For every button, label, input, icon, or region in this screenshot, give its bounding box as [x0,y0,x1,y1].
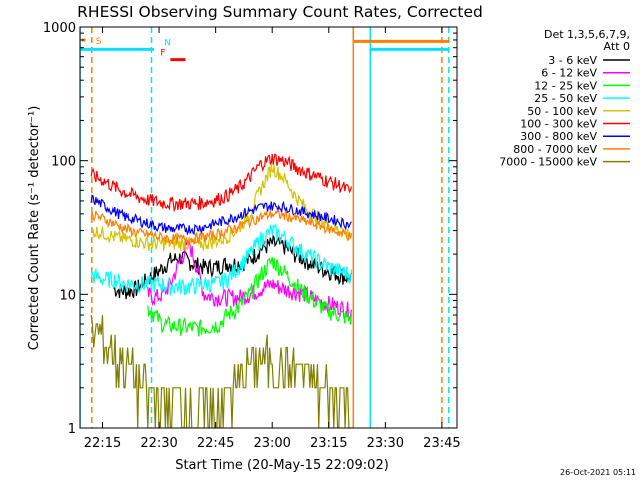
y-tick-label-1: 10 [59,288,76,303]
series-line-2 [147,257,352,337]
flag-label-N: N [164,38,171,48]
flag-label-F: F [160,49,165,59]
x-tick-label-4: 23:15 [310,436,347,451]
series-line-5 [90,153,352,213]
plot-frame [79,26,458,429]
legend-label-3: 25 - 50 keV [534,92,597,105]
series-line-3 [90,223,352,296]
series-line-7 [90,208,352,245]
series-line-8 [90,314,352,428]
chart-title: RHESSI Observing Summary Count Rates, Co… [77,3,483,21]
legend-label-1: 6 - 12 keV [541,67,597,80]
y-tick-label-0: 1 [68,422,76,437]
legend-label-0: 3 - 6 keV [548,54,597,67]
legend-label-8: 7000 - 15000 keV [499,156,597,169]
legend-label-5: 100 - 300 keV [520,118,597,131]
legend-label-7: 800 - 7000 keV [513,143,597,156]
flag-label-S: S [96,37,102,47]
y-tick-label-3: 1000 [43,21,76,36]
legend-label-2: 12 - 25 keV [534,79,597,92]
x-axis-label: Start Time (20-May-15 22:09:02) [175,458,389,473]
x-tick-label-6: 23:45 [423,436,460,451]
series-line-1 [147,237,352,321]
axes: 22:15 22:30 22:45 23:00 23:15 23:30 23:45 1 10 10… [43,21,461,451]
y-axis-label: Corrected Count Rate (s⁻¹ detector⁻¹) [27,106,42,351]
y-tick-label-2: 100 [51,155,76,170]
legend-label-6: 300 - 800 keV [520,130,597,143]
legend-header-line-0: Det 1,3,5,6,7,9, [544,28,630,41]
x-tick-label-2: 22:45 [197,436,234,451]
legend-header-line-1: Att 0 [604,40,630,53]
plot-area: S NF [80,27,450,428]
date-stamp: 26-Oct-2021 05:11 [560,468,636,477]
x-tick-label-0: 22:15 [84,436,121,451]
x-tick-label-3: 23:00 [253,436,290,451]
legend-label-4: 50 - 100 keV [527,105,597,118]
x-tick-label-5: 23:30 [367,436,404,451]
series-line-6 [90,194,352,236]
x-tick-label-1: 22:30 [140,436,177,451]
